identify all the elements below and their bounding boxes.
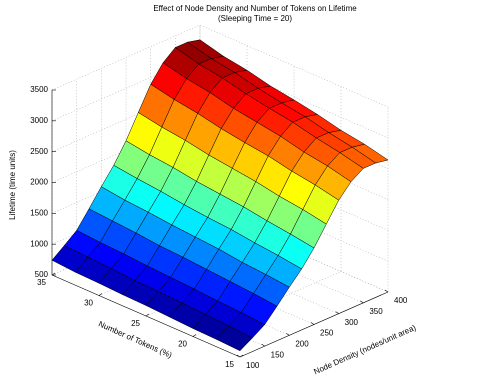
- y-tick: [239, 354, 244, 358]
- x-tick: [384, 289, 389, 293]
- x-tick-label: 350: [369, 307, 383, 316]
- x-tick: [286, 333, 290, 336]
- y-tick: [51, 272, 56, 276]
- y-tick-label: 20: [178, 340, 187, 349]
- x-tick: [310, 322, 315, 325]
- z-tick-label: 1000: [30, 239, 48, 248]
- z-tick-label: 2500: [30, 147, 48, 156]
- x-tick-label: 200: [295, 339, 309, 348]
- chart-title: Effect of Node Density and Number of Tok…: [153, 4, 357, 13]
- y-tick-label: 35: [37, 278, 46, 287]
- x-tick-label: 150: [271, 350, 285, 359]
- surface-facet: [216, 325, 253, 352]
- x-tick-label: 100: [246, 361, 260, 370]
- x-tick-label: 400: [394, 296, 408, 305]
- y-tick: [145, 313, 150, 317]
- x-tick-label: 300: [345, 318, 359, 327]
- y-tick-label: 25: [131, 319, 140, 328]
- z-tick-label: 1500: [30, 208, 48, 217]
- y-tick-label: 15: [225, 360, 234, 369]
- z-tick-label: 3500: [30, 85, 48, 94]
- z-tick-label: 500: [35, 270, 49, 279]
- x-tick: [236, 354, 241, 358]
- y-tick-label: 30: [84, 299, 93, 308]
- x-tick-label: 250: [320, 329, 334, 338]
- x-tick: [335, 311, 339, 314]
- x-tick: [261, 343, 265, 347]
- y-tick: [192, 334, 197, 337]
- z-tick-label: 3000: [30, 116, 48, 125]
- z-tick-label: 2000: [30, 178, 48, 187]
- x-tick: [360, 300, 364, 304]
- z-axis-label: Lifetime (time units): [8, 150, 17, 220]
- chart-subtitle: (Sleeping Time = 20): [218, 14, 292, 23]
- y-tick: [98, 293, 103, 296]
